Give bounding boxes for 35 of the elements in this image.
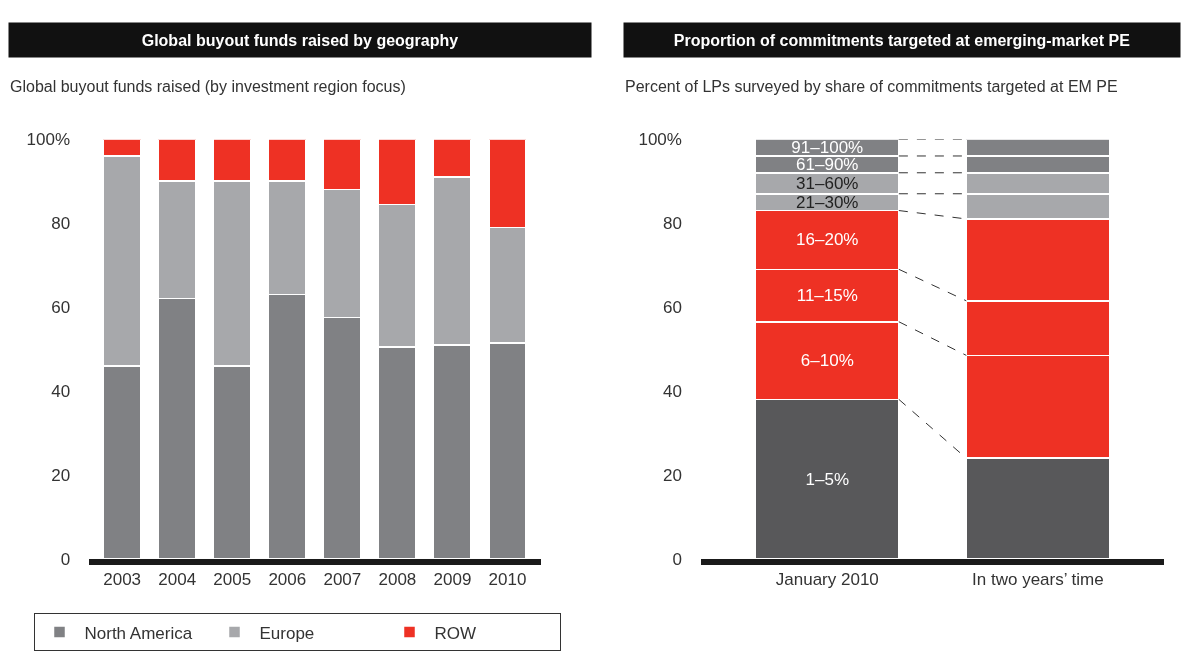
- y-tick-label: 0: [60, 549, 71, 569]
- y-tick-label: 80: [663, 214, 682, 234]
- series-label: 16–20%: [796, 230, 859, 250]
- y-tick-label: 40: [51, 381, 71, 401]
- y-tick-label: 20: [51, 465, 71, 485]
- y-tick-label: 80: [51, 214, 71, 234]
- y-tick-label: 0: [672, 549, 682, 569]
- legend-label: North America: [84, 623, 193, 643]
- y-tick-label: 100%: [26, 130, 71, 150]
- x-tick-label: January 2010: [775, 570, 879, 590]
- y-tick-label: 20: [663, 465, 682, 485]
- chart-subtitle: Percent of LPs surveyed by share of commitments targeted at EM PE: [625, 78, 1118, 95]
- series-label: 6–10%: [800, 351, 854, 371]
- y-tick-label: 100%: [638, 130, 682, 150]
- chart-title: Proportion of commitments targeted at emerging-market PE: [673, 31, 1131, 49]
- x-tick-label: 2007: [323, 570, 362, 590]
- x-tick-label: 2010: [488, 570, 527, 590]
- chart-subtitle: Global buyout funds raised (by investment region focus): [10, 78, 406, 95]
- series-label: 31–60%: [796, 173, 859, 193]
- x-tick-label: 2004: [158, 570, 197, 590]
- legend-label: ROW: [434, 623, 477, 643]
- series-label: 21–30%: [796, 192, 859, 212]
- x-tick-label: In two years’ time: [972, 570, 1104, 590]
- series-label: 11–15%: [796, 286, 858, 306]
- x-tick-label: 2006: [268, 570, 307, 590]
- y-tick-label: 60: [663, 298, 682, 318]
- series-label: 1–5%: [805, 469, 850, 489]
- x-tick-label: 2003: [103, 570, 142, 590]
- legend-label: Europe: [259, 623, 315, 643]
- x-tick-label: 2005: [213, 570, 252, 590]
- chart-title: Global buyout funds raised by geography: [141, 31, 459, 49]
- y-tick-label: 40: [663, 381, 682, 401]
- y-tick-label: 60: [51, 298, 71, 318]
- x-tick-label: 2008: [378, 570, 417, 590]
- x-tick-label: 2009: [433, 570, 472, 590]
